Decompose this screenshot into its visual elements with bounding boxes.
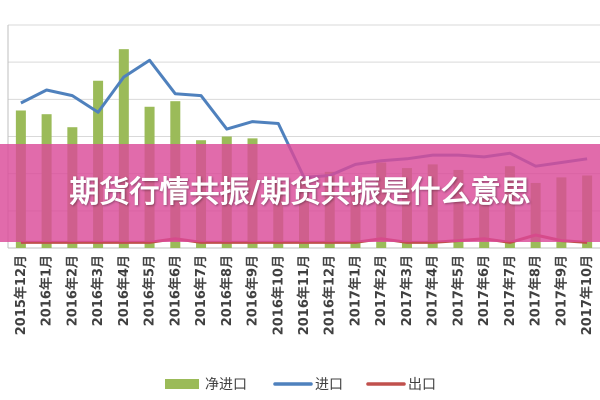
x-tick-label: 2016年3月 (90, 255, 106, 326)
x-tick-label: 2017年5月 (450, 255, 466, 326)
x-tick-label: 2017年10月 (579, 255, 595, 335)
x-tick-label: 2016年11月 (296, 255, 312, 335)
x-tick-label: 2016年1月 (39, 255, 55, 326)
x-tick-label: 2016年12月 (322, 255, 338, 335)
x-tick-label: 2016年9月 (245, 255, 261, 326)
x-tick-label: 2017年7月 (502, 255, 518, 326)
x-tick-label: 2017年6月 (476, 255, 492, 326)
x-tick-label: 2016年6月 (167, 255, 183, 326)
x-tick-label: 2017年9月 (553, 255, 569, 326)
title-banner: 期货行情共振/期货共振是什么意思 (0, 144, 600, 242)
x-tick-label: 2016年10月 (270, 255, 286, 335)
x-tick-label: 2015年12月 (13, 255, 29, 335)
x-tick-label: 2016年8月 (219, 255, 235, 326)
legend-label: 净进口 (205, 377, 247, 393)
legend-label: 出口 (408, 377, 436, 393)
legend-swatch-net-import (165, 379, 199, 389)
legend: 净进口 进口 出口 (165, 377, 436, 393)
x-tick-label: 2017年3月 (399, 255, 415, 326)
x-tick-label: 2016年4月 (116, 255, 132, 326)
x-tick-label: 2017年1月 (347, 255, 363, 326)
x-tick-label: 2016年2月 (64, 255, 80, 326)
banner-title: 期货行情共振/期货共振是什么意思 (69, 175, 531, 210)
x-tick-label: 2016年5月 (142, 255, 158, 326)
x-tick-label: 2016年7月 (193, 255, 209, 326)
x-tick-label: 2017年2月 (373, 255, 389, 326)
legend-label: 进口 (315, 377, 343, 393)
x-tick-label: 2017年4月 (425, 255, 441, 326)
x-tick-label: 2017年8月 (528, 255, 544, 326)
x-axis-labels: 2015年12月 2016年1月 2016年2月 2016年3月 2016年4月 2016… (13, 255, 595, 335)
